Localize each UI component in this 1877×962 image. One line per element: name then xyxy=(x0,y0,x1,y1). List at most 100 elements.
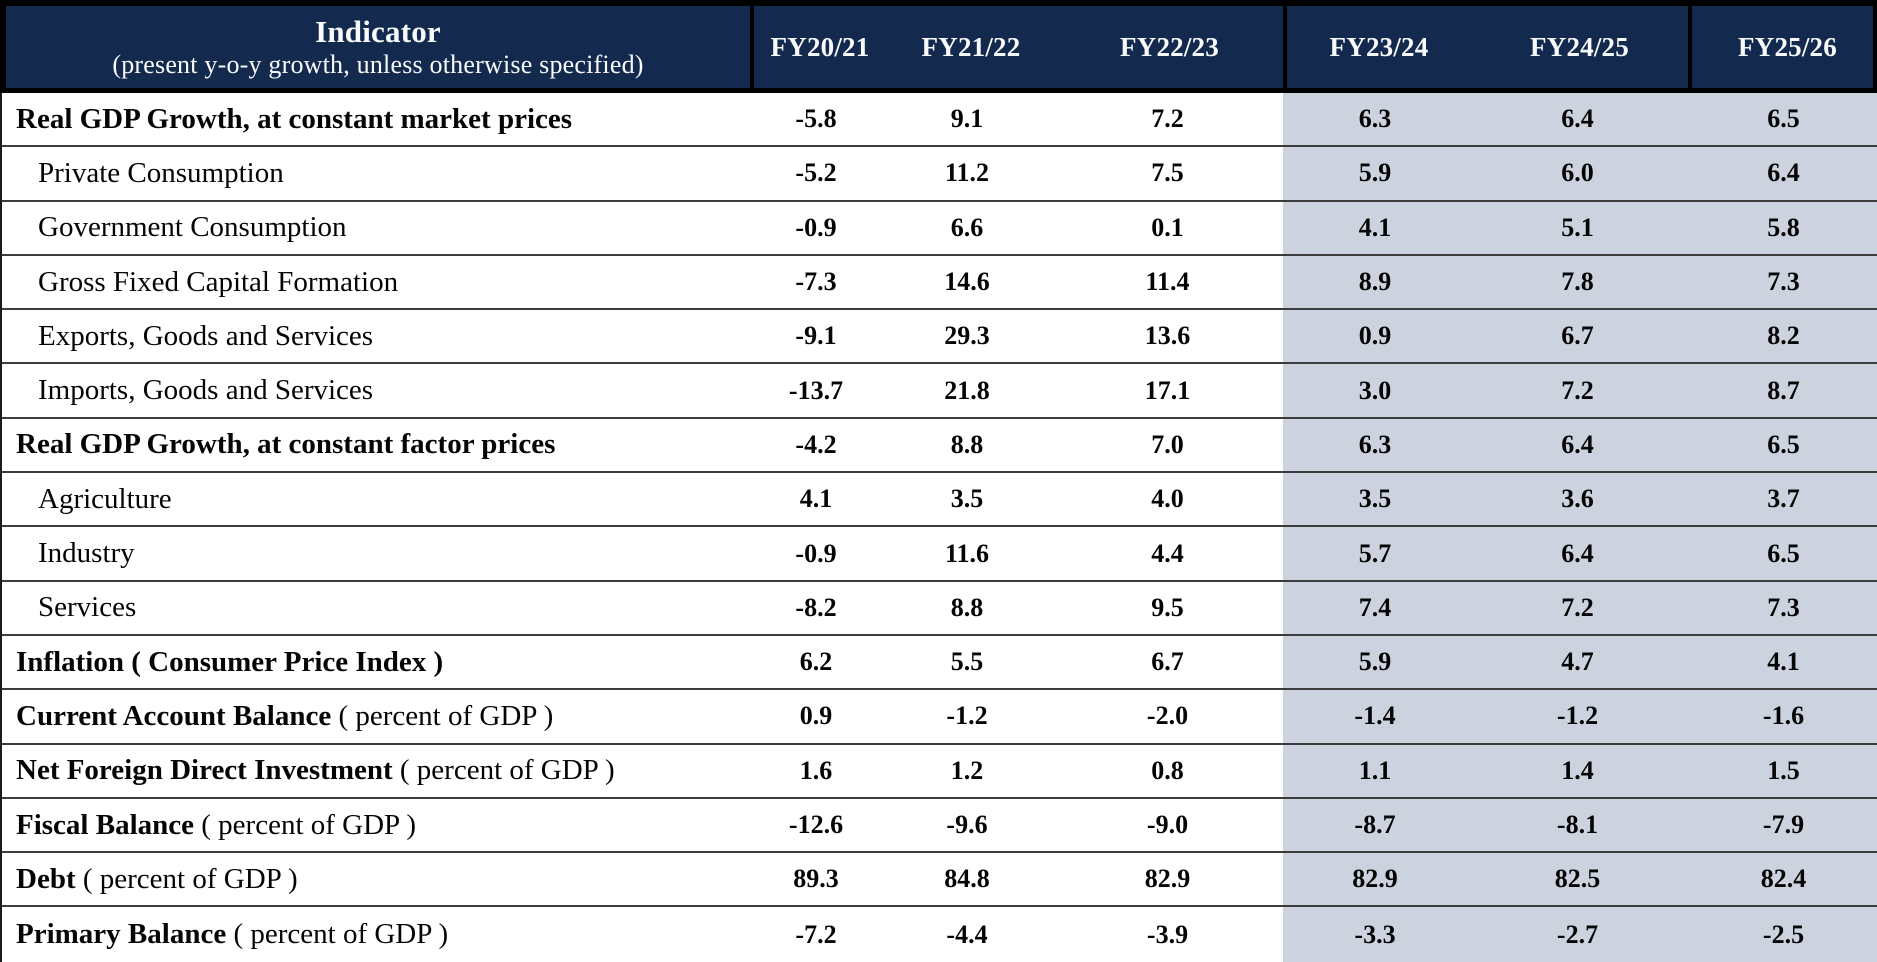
value-debt-fy21-22: 84.8 xyxy=(944,864,990,894)
value-debt-fy24-25: 82.5 xyxy=(1467,853,1688,906)
value-agriculture-fy20-21: 4.1 xyxy=(799,484,833,514)
indicator-label-net-foreign-direct-investment: Net Foreign Direct Investment ( percent … xyxy=(2,745,750,797)
value-government-consumption-fy20-21: -0.9 xyxy=(795,212,837,242)
value-gross-fixed-capital-formation-fy23-24: 8.9 xyxy=(1283,255,1467,309)
value-agriculture-fy23-24: 3.5 xyxy=(1283,473,1467,526)
value-fiscal-balance-fy20-21: -12.6 xyxy=(788,810,844,839)
value-gross-fixed-capital-formation-fy24-25: 7.8 xyxy=(1467,255,1688,309)
value-services-fy24-25: 7.2 xyxy=(1467,581,1688,634)
value-industry-fy23-24: 5.7 xyxy=(1283,527,1467,580)
value-real-gdp-factor-prices-fy20-21: -4.2 xyxy=(795,429,837,459)
value-debt-fy25-26: 82.4 xyxy=(1688,853,1877,906)
value-fiscal-balance-fy23-24: -8.7 xyxy=(1283,798,1467,852)
value-government-consumption-fy21-22: 6.6 xyxy=(950,212,984,242)
value-real-gdp-factor-prices-fy24-25: 6.4 xyxy=(1467,418,1688,472)
value-industry-fy21-22: 11.6 xyxy=(944,538,990,568)
value-exports-goods-services-fy21-22: 29.3 xyxy=(944,321,990,351)
table-body: Real GDP Growth, at constant market pric… xyxy=(0,93,1877,962)
indicator-label-fiscal-balance: Fiscal Balance ( percent of GDP ) xyxy=(2,799,750,851)
value-net-foreign-direct-investment-fy22-23: 0.8 xyxy=(1151,755,1184,785)
indicator-label-text: Primary Balance xyxy=(16,918,227,951)
table-row-gross-fixed-capital-formation: Gross Fixed Capital Formation -7.3 14.6 11.… xyxy=(2,255,1877,311)
indicator-label-text: Exports, Goods and Services xyxy=(38,319,374,352)
value-industry-fy24-25: 6.4 xyxy=(1467,527,1688,580)
value-services-fy20-21: -8.2 xyxy=(795,592,837,622)
indicator-label-debt: Debt ( percent of GDP ) xyxy=(2,853,750,905)
indicator-label-private-consumption: Private Consumption xyxy=(2,147,750,199)
value-real-gdp-factor-prices-fy23-24: 6.3 xyxy=(1283,418,1467,472)
value-gross-fixed-capital-formation-fy22-23: 11.4 xyxy=(1145,267,1190,297)
indicator-label-government-consumption: Government Consumption xyxy=(2,202,750,254)
indicator-label-real-gdp-market-prices: Real GDP Growth, at constant market pric… xyxy=(2,93,750,145)
value-debt-fy22-23: 82.9 xyxy=(1144,864,1191,894)
value-primary-balance-fy25-26: -2.5 xyxy=(1688,907,1877,962)
indicator-label-text: Government Consumption xyxy=(38,211,347,244)
value-imports-goods-services-fy25-26: 8.7 xyxy=(1688,364,1877,417)
value-net-foreign-direct-investment-fy21-22: 1.2 xyxy=(950,755,984,785)
value-private-consumption-fy20-21: -5.2 xyxy=(795,158,837,188)
value-primary-balance-fy20-21: -7.2 xyxy=(795,919,837,949)
value-fiscal-balance-fy22-23: -9.0 xyxy=(1146,810,1189,839)
table-row-services: Services -8.2 8.8 9.5 7.4 7.2 7.3 xyxy=(2,581,1877,636)
indicator-label-text: Debt xyxy=(16,862,76,895)
value-private-consumption-fy21-22: 11.2 xyxy=(944,158,990,188)
value-real-gdp-market-prices-fy25-26: 6.5 xyxy=(1688,93,1877,146)
value-debt-fy20-21: 89.3 xyxy=(793,864,839,894)
value-imports-goods-services-fy21-22: 21.8 xyxy=(944,375,990,405)
value-agriculture-fy24-25: 3.6 xyxy=(1467,473,1688,526)
value-government-consumption-fy25-26: 5.8 xyxy=(1688,201,1877,254)
value-real-gdp-market-prices-fy22-23: 7.2 xyxy=(1151,104,1184,134)
table-row-imports-goods-services: Imports, Goods and Services -13.7 21.8 17.1… xyxy=(2,364,1877,419)
value-government-consumption-fy22-23: 0.1 xyxy=(1151,212,1184,242)
table-row-exports-goods-services: Exports, Goods and Services -9.1 29.3 13.6 0… xyxy=(2,310,1877,365)
table-header-row: Indicator (present y-o-y growth, unless … xyxy=(0,6,1877,93)
value-exports-goods-services-fy22-23: 13.6 xyxy=(1144,321,1191,351)
indicator-label-text: Fiscal Balance xyxy=(16,808,195,841)
value-net-foreign-direct-investment-fy23-24: 1.1 xyxy=(1283,744,1467,797)
value-real-gdp-market-prices-fy20-21: -5.8 xyxy=(795,104,837,134)
value-exports-goods-services-fy23-24: 0.9 xyxy=(1283,310,1467,363)
indicator-label-text: Current Account Balance xyxy=(16,699,332,732)
value-gross-fixed-capital-formation-fy21-22: 14.6 xyxy=(944,267,990,297)
value-real-gdp-market-prices-fy24-25: 6.4 xyxy=(1467,93,1688,146)
indicator-subtitle: (present y-o-y growth, unless otherwise … xyxy=(112,49,644,79)
value-private-consumption-fy22-23: 7.5 xyxy=(1151,158,1184,188)
indicator-label-text: Services xyxy=(38,591,137,624)
indicator-label-suffix: ( percent of GDP ) xyxy=(75,862,298,895)
indicator-label-agriculture: Agriculture xyxy=(2,473,750,525)
value-services-fy22-23: 9.5 xyxy=(1151,592,1184,622)
value-services-fy23-24: 7.4 xyxy=(1283,581,1467,634)
indicator-label-industry: Industry xyxy=(2,527,750,579)
value-imports-goods-services-fy22-23: 17.1 xyxy=(1144,375,1191,405)
value-real-gdp-factor-prices-fy25-26: 6.5 xyxy=(1688,418,1877,472)
value-exports-goods-services-fy25-26: 8.2 xyxy=(1688,310,1877,363)
indicator-label-suffix: ( percent of GDP ) xyxy=(331,699,554,732)
value-services-fy25-26: 7.3 xyxy=(1688,581,1877,634)
indicator-label-suffix: ( percent of GDP ) xyxy=(392,754,615,787)
indicator-label-text: Real GDP Growth, at constant market pric… xyxy=(16,102,573,135)
value-net-foreign-direct-investment-fy25-26: 1.5 xyxy=(1688,744,1877,797)
value-current-account-balance-fy20-21: 0.9 xyxy=(799,701,833,731)
indicator-label-text: Industry xyxy=(38,537,135,570)
value-private-consumption-fy23-24: 5.9 xyxy=(1283,147,1467,200)
value-current-account-balance-fy25-26: -1.6 xyxy=(1688,690,1877,743)
value-private-consumption-fy24-25: 6.0 xyxy=(1467,147,1688,200)
value-agriculture-fy21-22: 3.5 xyxy=(950,484,984,514)
value-current-account-balance-fy23-24: -1.4 xyxy=(1283,690,1467,743)
value-primary-balance-fy21-22: -4.4 xyxy=(946,919,988,949)
indicator-label-exports-goods-services: Exports, Goods and Services xyxy=(2,310,750,362)
table-row-private-consumption: Private Consumption -5.2 11.2 7.5 5.9 6.0 6.4 xyxy=(2,147,1877,202)
indicator-label-suffix: ( percent of GDP ) xyxy=(194,808,417,841)
value-debt-fy23-24: 82.9 xyxy=(1283,853,1467,906)
value-net-foreign-direct-investment-fy24-25: 1.4 xyxy=(1467,744,1688,797)
value-current-account-balance-fy22-23: -2.0 xyxy=(1146,701,1189,731)
value-exports-goods-services-fy20-21: -9.1 xyxy=(795,321,837,351)
value-inflation-cpi-fy21-22: 5.5 xyxy=(950,647,984,677)
table-row-current-account-balance: Current Account Balance ( percent of GDP… xyxy=(2,690,1877,745)
table-row-primary-balance: Primary Balance ( percent of GDP ) -7.2 -4… xyxy=(2,907,1877,962)
table-row-inflation-cpi: Inflation ( Consumer Price Index ) 6.2 5.5… xyxy=(2,635,1877,691)
indicator-label-text: Imports, Goods and Services xyxy=(38,374,374,407)
column-header-fy25-26: FY25/26 xyxy=(1738,31,1837,62)
value-inflation-cpi-fy22-23: 6.7 xyxy=(1151,647,1184,677)
